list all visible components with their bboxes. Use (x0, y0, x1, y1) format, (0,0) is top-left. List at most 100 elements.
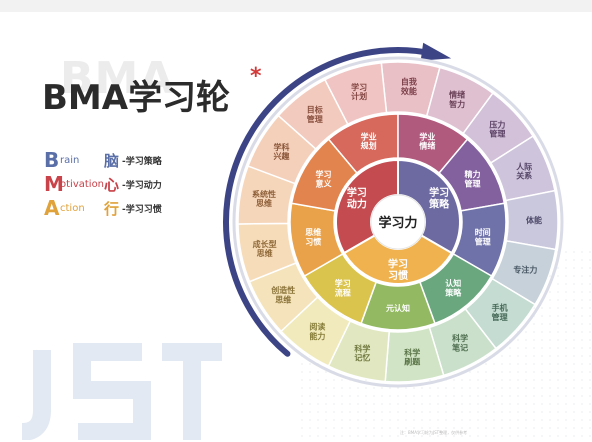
outer-segment-label-line: 手机 (492, 303, 508, 313)
title-asterisk: * (250, 64, 262, 89)
outer-segment-label: 科学刷题 (403, 347, 421, 366)
outer-segment-label: 压力管理 (489, 119, 505, 138)
outer-segment-label-line: 管理 (307, 114, 323, 124)
middle-segment-label: 认知策略 (445, 278, 462, 297)
outer-segment-label: 科学笔记 (452, 333, 468, 352)
middle-segment-label-line: 元认知 (386, 303, 410, 313)
middle-segment-label: 精力管理 (464, 169, 480, 188)
middle-segment-label: 学业情绪 (418, 131, 435, 150)
outer-segment-label-line: 管理 (492, 312, 508, 322)
middle-segment-label-line: 管理 (464, 178, 480, 188)
legend-letter: A (44, 196, 60, 220)
middle-segment-label-line: 管理 (475, 236, 491, 246)
middle-segment-label-line: 认知 (445, 278, 461, 288)
outer-segment-label: 学科兴趣 (273, 142, 290, 161)
inner-ring (335, 158, 461, 285)
outer-segment-label-line: 自我 (401, 77, 417, 87)
outer-segment-label-line: 专注力 (513, 264, 537, 274)
middle-segment-label-line: 习惯 (305, 236, 321, 246)
outer-segment (323, 62, 388, 126)
legend-item-action: A ction 行 -学习习惯 (44, 196, 214, 222)
legend-letter: M (44, 172, 64, 196)
middle-segment-label-line: 学习 (316, 169, 332, 179)
outer-segment-label-line: 能力 (309, 331, 325, 341)
outer-segment-label: 人际关系 (516, 162, 532, 181)
outer-segment-label-line: 思维 (256, 198, 272, 208)
legend-description: -学习习惯 (122, 205, 162, 215)
outer-segment-label-line: 情绪 (448, 90, 465, 100)
outer-ring-outline (232, 56, 564, 388)
outer-segment-label-line: 学科 (273, 142, 289, 152)
outer-ring (237, 61, 559, 383)
outer-segment-label-line: 成长型 (253, 239, 277, 249)
inner-segment-label-line: 策略 (429, 198, 450, 211)
middle-segment-label: 学习意义 (316, 169, 333, 188)
outer-segment-label-line: 思维 (275, 294, 291, 304)
outer-segment-label-line: 效能 (401, 86, 417, 96)
wheel-center (370, 194, 426, 250)
middle-segment-label-line: 意义 (316, 178, 333, 188)
outer-segment-label-line: 计划 (351, 91, 367, 101)
cycle-arrow (223, 42, 452, 357)
middle-segment-label: 元认知 (386, 303, 410, 313)
middle-segment-label-line: 流程 (335, 287, 351, 297)
page-title: BMA学习轮 (42, 78, 231, 118)
outer-segment-label: 成长型思维 (253, 239, 277, 258)
outer-segment-label-line: 记忆 (354, 353, 370, 363)
middle-ring (289, 113, 507, 331)
outer-segment-label-line: 创造性 (270, 285, 295, 295)
outer-segment-label-line: 学习 (351, 82, 367, 92)
outer-segment-label-line: 目标 (307, 105, 323, 115)
outer-segment-label: 专注力 (513, 264, 537, 274)
outer-segment-label-line: 思维 (257, 248, 273, 258)
middle-segment-label-line: 学习 (335, 278, 351, 288)
middle-segment-label-line: 规划 (361, 141, 377, 151)
middle-segment-label-line: 思维 (305, 227, 321, 237)
outer-segment-label-line: 智力 (449, 99, 465, 109)
outer-segment-label: 创造性思维 (270, 285, 295, 304)
outer-segment-label-line: 压力 (489, 119, 505, 129)
outer-segment-label-line: 刷题 (403, 357, 421, 367)
footer-note: 注：BMA学习轮为JST整理，仅供参考 (400, 430, 468, 435)
legend-item-brain: B rain 脑 -学习策略 (44, 148, 214, 174)
middle-segment-label-line: 策略 (445, 287, 462, 297)
outer-segment-label-line: 体能 (526, 215, 542, 225)
legend-description: -学习动力 (122, 181, 162, 191)
middle-segment-label-line: 情绪 (418, 141, 435, 151)
center-label: 学习力 (378, 215, 417, 231)
outer-segment-label: 阅读能力 (309, 322, 325, 341)
middle-segment-label-line: 时间 (475, 227, 491, 237)
inner-segment-label-line: 习惯 (388, 269, 408, 282)
outer-segment-label-line: 科学 (452, 333, 468, 343)
outer-segment-label: 学习计划 (351, 82, 367, 101)
inner-segment-label: 学习策略 (429, 186, 450, 211)
outer-segment-label-line: 系统性 (252, 189, 276, 199)
middle-segment-label: 时间管理 (475, 227, 491, 246)
inner-segment-label-line: 学习 (347, 186, 367, 199)
outer-segment-label: 情绪智力 (448, 90, 465, 109)
outer-segment-label-line: 阅读 (309, 322, 325, 332)
arrow-arc (223, 47, 437, 357)
legend-word: otivation (60, 179, 105, 190)
jst-watermark-logo (22, 343, 222, 440)
outer-segment-label: 手机管理 (492, 303, 508, 322)
middle-segment-label: 思维习惯 (305, 227, 321, 246)
outer-segment-label: 系统性思维 (252, 189, 276, 208)
middle-segment-label-line: 学业 (361, 131, 377, 141)
outer-segment-label-line: 人际 (516, 162, 532, 172)
outer-segment-label-line: 管理 (489, 129, 505, 139)
outer-segment-label-line: 兴趣 (273, 151, 290, 161)
legend-letter: B (44, 148, 60, 172)
inner-segment-label-line: 动力 (347, 198, 367, 211)
inner-segment-label: 学习动力 (347, 186, 367, 211)
outer-segment-label-line: 科学 (404, 347, 420, 357)
middle-segment (290, 138, 358, 212)
inner-segment-label-line: 学习 (388, 257, 408, 270)
inner-segment-label-line: 学习 (429, 186, 449, 199)
outer-segment-label: 科学记忆 (354, 343, 370, 362)
legend-word: rain (60, 155, 80, 166)
outer-segment-label-line: 笔记 (452, 342, 468, 352)
legend-chinese: 行 (104, 200, 120, 218)
legend-item-motivation: M otivation 心 -学习动力 (44, 172, 214, 198)
